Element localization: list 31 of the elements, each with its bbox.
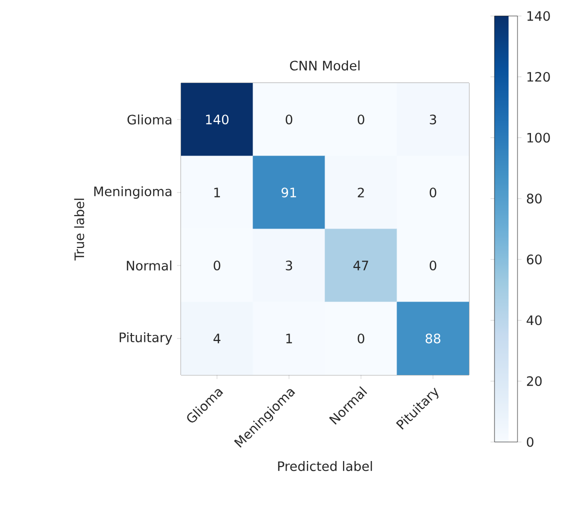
data-label: 0 — [358, 334, 364, 344]
color-bar-label: 100 — [527, 132, 550, 143]
data-label: 0 — [286, 114, 292, 124]
data-label: 0 — [430, 260, 436, 270]
data-label: 3 — [286, 260, 292, 270]
data-label: 4 — [214, 334, 220, 344]
color-bar-label: 0 — [526, 437, 534, 447]
data-label: 88 — [426, 334, 440, 344]
y-axis-title: True label — [74, 198, 84, 260]
color-bar-label: 120 — [527, 72, 550, 82]
data-label: 1 — [214, 188, 220, 198]
color-bar-label: 140 — [527, 11, 550, 21]
color-bar-label: 40 — [526, 315, 542, 326]
data-label: 91 — [282, 188, 296, 198]
y-tick-label: Glioma — [128, 114, 172, 125]
y-tick-label: Meningioma — [94, 186, 172, 199]
color-bar-label: 80 — [526, 194, 542, 204]
data-label: 2 — [358, 188, 364, 198]
color-bar-label: 20 — [526, 376, 542, 386]
color-bar-label: 60 — [526, 254, 542, 264]
data-label: 0 — [430, 188, 436, 198]
data-label: 47 — [353, 260, 368, 270]
data-label: 0 — [358, 114, 364, 124]
y-tick-label: Normal — [126, 260, 172, 271]
data-label: 0 — [214, 260, 220, 270]
data-label: 3 — [430, 114, 436, 124]
chart-title: CNN Model — [290, 60, 360, 71]
data-label: 1 — [286, 334, 292, 344]
x-axis-title: Predicted label — [278, 461, 372, 472]
y-tick-label: Pituitary — [120, 332, 172, 345]
data-label: 140 — [206, 114, 228, 124]
